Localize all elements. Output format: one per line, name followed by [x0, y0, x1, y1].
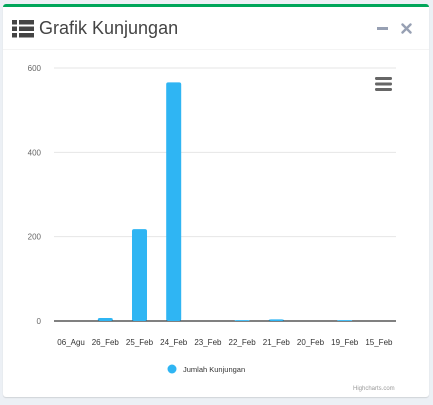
bar	[234, 320, 250, 321]
minimize-button[interactable]	[374, 20, 390, 36]
panel-title: Grafik Kunjungan	[39, 18, 179, 38]
y-tick-label: 600	[28, 64, 42, 73]
x-tick-label: 22_Feb	[229, 338, 257, 347]
y-tick-label: 0	[37, 317, 42, 326]
bar	[97, 318, 113, 321]
x-tick-label: 06_Agu	[57, 338, 85, 347]
bar	[337, 320, 353, 321]
legend-marker	[167, 364, 177, 374]
x-tick-label: 25_Feb	[126, 338, 154, 347]
y-tick-label: 400	[28, 148, 42, 157]
hamburger-icon[interactable]	[373, 75, 395, 93]
x-tick-label: 23_Feb	[194, 338, 222, 347]
times-icon	[400, 22, 412, 34]
bar	[268, 319, 284, 321]
list-icon	[12, 20, 34, 38]
bar	[132, 229, 147, 321]
x-tick-label: 15_Feb	[365, 338, 393, 347]
close-button[interactable]	[398, 20, 414, 36]
x-tick-label: 24_Feb	[160, 338, 188, 347]
legend-label: Jumlah Kunjungan	[183, 365, 245, 374]
chart-credit[interactable]: Highcharts.com	[353, 386, 395, 392]
x-tick-label: 20_Feb	[297, 338, 325, 347]
bar	[166, 82, 182, 321]
y-tick-label: 200	[28, 233, 42, 242]
chart-panel: Grafik Kunjungan 0 200 400 600 06_Agu 26_Feb…	[3, 4, 429, 397]
minus-icon	[376, 26, 388, 30]
x-tick-label: 26_Feb	[92, 338, 120, 347]
x-tick-label: 21_Feb	[263, 338, 291, 347]
bar-chart: 0 200 400 600 06_Agu 26_Feb 25_Feb 24_Feb 23_Fe…	[28, 64, 396, 374]
x-tick-label: 19_Feb	[331, 338, 359, 347]
panel-header: Grafik Kunjungan	[3, 7, 429, 50]
